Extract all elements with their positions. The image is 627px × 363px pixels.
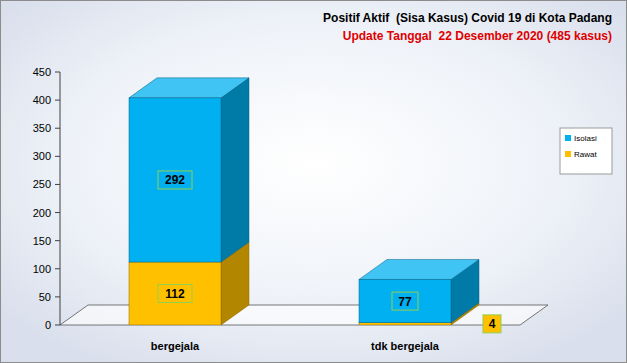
y-tick-label: 400 bbox=[33, 94, 51, 106]
title: Positif Aktif (Sisa Kasus) Covid 19 di K… bbox=[323, 11, 612, 25]
y-tick-label: 300 bbox=[33, 150, 51, 162]
y-tick bbox=[55, 156, 60, 157]
data-labels: 112 292 4 77 bbox=[158, 171, 501, 333]
legend-label: Rawat bbox=[574, 150, 597, 159]
y-tick-label: 100 bbox=[33, 263, 51, 275]
y-axis bbox=[60, 72, 61, 325]
y-tick bbox=[55, 296, 60, 297]
data-label-box bbox=[392, 292, 418, 310]
bar bbox=[359, 323, 451, 325]
y-tick bbox=[55, 212, 60, 213]
y-tick bbox=[55, 128, 60, 129]
data-label-box bbox=[483, 315, 501, 333]
y-tick-label: 200 bbox=[33, 207, 51, 219]
category-label: tdk bergejala bbox=[371, 340, 440, 352]
y-tick bbox=[55, 325, 60, 326]
category-label: bergejala bbox=[151, 340, 200, 352]
data-label-box bbox=[158, 171, 192, 189]
y-tick bbox=[55, 240, 60, 241]
bar-top bbox=[359, 259, 479, 279]
y-tick-label: 450 bbox=[33, 66, 51, 78]
y-tick bbox=[55, 268, 60, 269]
legend bbox=[560, 128, 612, 174]
legend-swatch bbox=[565, 151, 571, 157]
bar bbox=[129, 98, 221, 262]
y-tick bbox=[55, 72, 60, 73]
legend-label: Isolasi bbox=[574, 134, 597, 143]
y-tick bbox=[55, 184, 60, 185]
chart: 0 50 100 150 200 250 300 350 400 450 112 292 4 77 berg… bbox=[0, 0, 627, 363]
y-tick-label: 0 bbox=[45, 319, 51, 331]
y-tick-label: 50 bbox=[39, 291, 51, 303]
y-tick-label: 250 bbox=[33, 178, 51, 190]
bar-top bbox=[129, 78, 249, 98]
subtitle: Update Tanggal 22 Desember 2020 (485 kas… bbox=[343, 29, 612, 43]
legend-swatch bbox=[565, 135, 571, 141]
data-label: 292 bbox=[165, 173, 185, 187]
bar bbox=[129, 262, 221, 325]
bar-side bbox=[221, 78, 249, 262]
data-label-box bbox=[158, 285, 192, 303]
data-label: 77 bbox=[398, 295, 412, 309]
data-label: 112 bbox=[165, 287, 185, 301]
bars bbox=[129, 78, 479, 325]
bar bbox=[359, 279, 451, 322]
y-tick bbox=[55, 100, 60, 101]
y-tick-label: 150 bbox=[33, 235, 51, 247]
background bbox=[1, 1, 627, 363]
y-tick-label: 350 bbox=[33, 122, 51, 134]
data-label: 4 bbox=[489, 317, 496, 331]
